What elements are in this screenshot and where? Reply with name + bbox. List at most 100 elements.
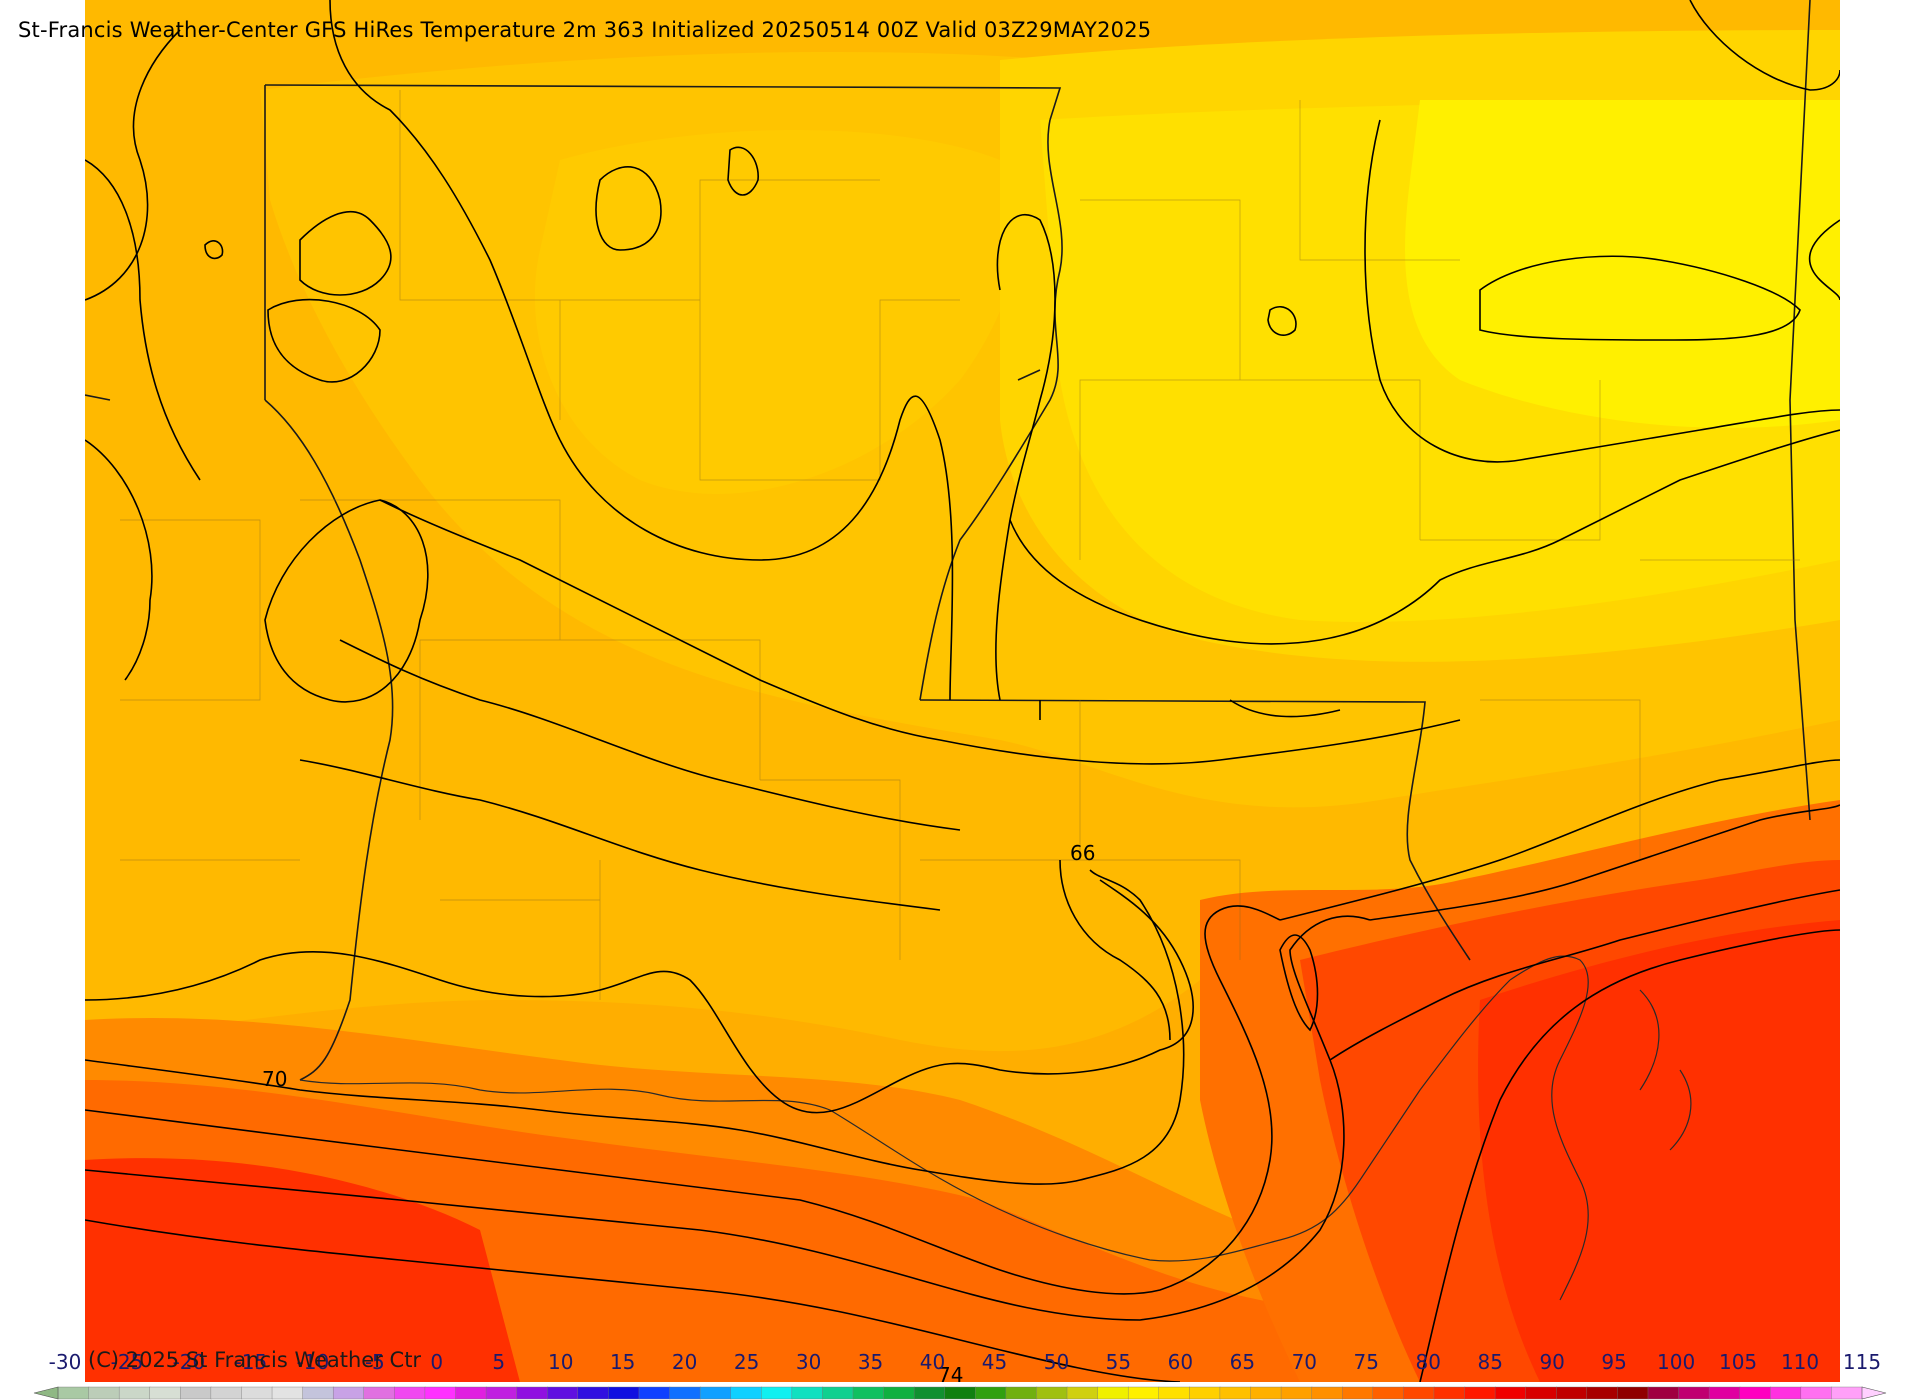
colorbar-tick-label: 75 (1354, 1350, 1379, 1374)
colorbar-cell (485, 1386, 518, 1400)
colorbar-tick-label: 105 (1719, 1350, 1757, 1374)
colorbar-cell (363, 1386, 396, 1400)
colorbar-cell (1647, 1386, 1680, 1400)
colorbar-cells (57, 1386, 1863, 1400)
colorbar-tick-label: 55 (1106, 1350, 1131, 1374)
colorbar-cell (57, 1386, 90, 1400)
colorbar-cell (516, 1386, 548, 1400)
colorbar-tick-label: -20 (173, 1350, 206, 1374)
colorbar-tick-labels: -30 -25 -20 -15 -10 -5 0 5 10 15 20 25 30 35 40 45 50 55 6… (49, 1350, 1881, 1374)
colorbar-cell (1219, 1386, 1252, 1400)
colorbar-cell (1831, 1386, 1863, 1400)
colorbar-cell (1739, 1386, 1771, 1400)
colorbar-cell (149, 1386, 182, 1400)
colorbar-cell (1005, 1386, 1038, 1400)
colorbar-tick-label: 95 (1601, 1350, 1626, 1374)
colorbar-tick-label: 35 (858, 1350, 883, 1374)
colorbar-cell (1433, 1386, 1466, 1400)
colorbar-cell (1403, 1386, 1435, 1400)
colorbar-cell (761, 1386, 793, 1400)
colorbar-tick-label: 110 (1781, 1350, 1819, 1374)
colorbar-cell (699, 1386, 732, 1400)
colorbar-cell (1464, 1386, 1496, 1400)
colorbar-tick-label: 40 (920, 1350, 945, 1374)
colorbar-tick-label: 15 (610, 1350, 635, 1374)
colorbar-tick-label: 115 (1843, 1350, 1881, 1374)
colorbar-cell (180, 1386, 212, 1400)
colorbar-cell (638, 1386, 671, 1400)
colorbar-tick-label: 50 (1044, 1350, 1069, 1374)
colorbar-tick-label: 85 (1477, 1350, 1502, 1374)
colorbar-tick-label: -15 (235, 1350, 268, 1374)
coastline (299, 955, 1692, 1301)
copyright-text: (C) 2025 St Francis Weather Ctr (88, 1348, 422, 1372)
colorbar-cell (1127, 1386, 1160, 1400)
colorbar-cell (88, 1386, 120, 1400)
colorbar-cell (669, 1386, 701, 1400)
contour-label-66: 66 (1070, 841, 1095, 865)
colorbar-cell (1556, 1386, 1588, 1400)
colorbar-tick-label: 30 (796, 1350, 821, 1374)
colorbar-cell (394, 1386, 426, 1400)
colorbar-tick-label: 5 (492, 1350, 505, 1374)
colorbar-cell (1617, 1386, 1649, 1400)
colorbar-cell (118, 1386, 151, 1400)
colorbar-cell (822, 1386, 854, 1400)
colorbar-cell (1708, 1386, 1741, 1400)
colorbar-tick-label: 20 (672, 1350, 697, 1374)
colorbar-cell (913, 1386, 946, 1400)
colorbar-tick-label: 10 (548, 1350, 573, 1374)
colorbar-cell (455, 1386, 487, 1400)
colorbar-cell (1097, 1386, 1129, 1400)
colorbar-cell (1189, 1386, 1221, 1400)
colorbar-cell (1586, 1386, 1619, 1400)
colorbar-tick-label: 65 (1230, 1350, 1255, 1374)
colorbar-cell (332, 1386, 365, 1400)
colorbar-cell (547, 1386, 579, 1400)
colorbar-tick-label: -25 (111, 1350, 144, 1374)
colorbar-cell (730, 1386, 762, 1400)
colorbar-right-arrow (1861, 1386, 1887, 1400)
state-borders (85, 0, 1811, 1081)
colorbar-cell (1280, 1386, 1313, 1400)
colorbar-cell (1678, 1386, 1710, 1400)
colorbar-tick-label: 70 (1292, 1350, 1317, 1374)
colorbar-cell (944, 1386, 976, 1400)
colorbar-tick-label: 45 (982, 1350, 1007, 1374)
colorbar-cell (424, 1386, 457, 1400)
colorbar-tick-label: 60 (1168, 1350, 1193, 1374)
colorbar-cell (577, 1386, 610, 1400)
colorbar-cell (1494, 1386, 1527, 1400)
colorbar-cell (210, 1386, 243, 1400)
chart-title: St-Francis Weather-Center GFS HiRes Temp… (18, 18, 1152, 42)
contour-label-70: 70 (262, 1067, 287, 1091)
colorbar-cell (1066, 1386, 1099, 1400)
colorbar-cell (608, 1386, 640, 1400)
colorbar-cell (1770, 1386, 1802, 1400)
colorbar-cell (852, 1386, 885, 1400)
colorbar-tick-label: 90 (1539, 1350, 1564, 1374)
colorbar-cell (1372, 1386, 1405, 1400)
colorbar-cell (883, 1386, 915, 1400)
colorbar-tick-label: -30 (49, 1350, 82, 1374)
colorbar-tick-label: -10 (297, 1350, 330, 1374)
contour-labels: 66 70 74 (262, 841, 1095, 1387)
colorbar-tick-label: 80 (1416, 1350, 1441, 1374)
colorbar-tick-label: 0 (430, 1350, 443, 1374)
colorbar: -30 -25 -20 -15 -10 -5 0 5 10 15 20 25 30 35 40 45 50 55 6… (33, 1350, 1887, 1400)
colorbar-cell (1525, 1386, 1557, 1400)
colorbar-cell (975, 1386, 1007, 1400)
colorbar-cell (271, 1386, 304, 1400)
colorbar-cell (241, 1386, 273, 1400)
colorbar-cell (1342, 1386, 1374, 1400)
colorbar-left-arrow (33, 1386, 59, 1400)
colorbar-tick-label: -5 (365, 1350, 385, 1374)
colorbar-cell (302, 1386, 334, 1400)
colorbar-cell (1158, 1386, 1191, 1400)
colorbar-cell (791, 1386, 824, 1400)
colorbar-cell (1311, 1386, 1343, 1400)
colorbar-cell (1250, 1386, 1282, 1400)
contour-label-74: 74 (938, 1363, 963, 1387)
colorbar-cell (1800, 1386, 1833, 1400)
